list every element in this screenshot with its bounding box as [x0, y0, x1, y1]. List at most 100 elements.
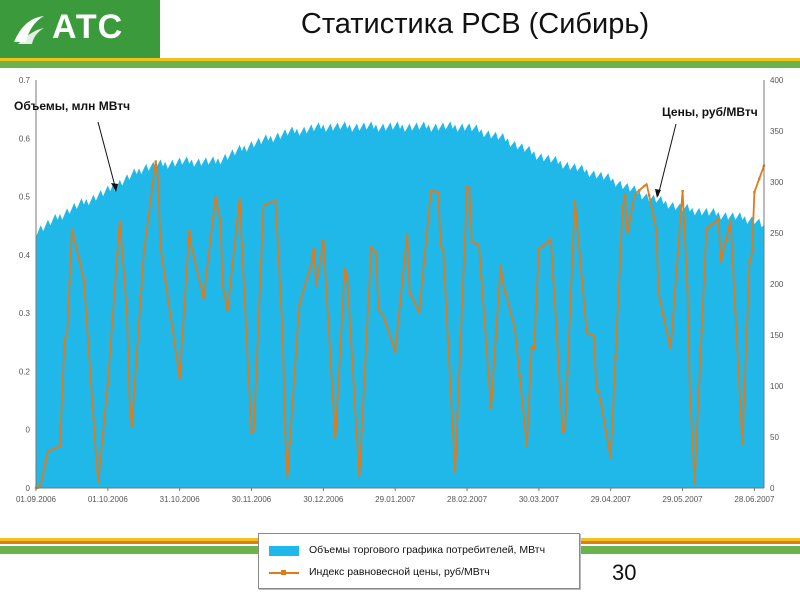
price-point [92, 417, 95, 420]
price-point [738, 399, 742, 402]
price-point [561, 431, 564, 435]
price-point [221, 284, 224, 288]
price-point [331, 398, 335, 401]
price-point [197, 276, 200, 280]
x-tick-label: 01.09.2006 [16, 495, 57, 504]
price-point [403, 256, 406, 259]
price-point [58, 445, 62, 448]
annotation-arrow-left-head [111, 183, 118, 192]
y-right-tick-label: 0 [770, 484, 775, 493]
y-left-tick-label: 0.3 [19, 309, 31, 318]
price-point [159, 246, 162, 249]
price-point [743, 382, 746, 386]
y-right-tick-label: 100 [770, 382, 784, 391]
price-point [164, 278, 167, 282]
price-point [135, 356, 138, 359]
price-point [154, 160, 157, 163]
price-point [695, 431, 699, 435]
price-point [82, 278, 86, 282]
price-point [274, 199, 277, 202]
price-point [585, 331, 588, 335]
price-point [657, 292, 660, 295]
x-tick-label: 28.06.2007 [734, 495, 775, 504]
annotation-volumes: Объемы, млн МВтч [14, 99, 130, 113]
price-point [173, 344, 177, 347]
price-point [600, 403, 603, 406]
price-point [116, 252, 119, 255]
page-number: 30 [612, 560, 637, 585]
price-point [566, 370, 569, 373]
price-point [231, 264, 234, 267]
legend-item-price: Индекс равновесной цены, руб/МВтч [259, 563, 579, 583]
price-point [667, 336, 670, 340]
price-point [298, 303, 301, 306]
price-point [322, 238, 325, 242]
price-point [451, 426, 454, 429]
price-point [437, 192, 440, 195]
price-point [724, 240, 727, 243]
y-left-tick-label: 0.6 [19, 134, 31, 143]
price-point [714, 219, 718, 222]
legend-swatch-price [269, 570, 299, 575]
legend-item-volume: Объемы торгового графика потребителей, М… [259, 541, 579, 561]
x-tick-label: 29.05.2007 [663, 495, 704, 504]
price-point [279, 288, 282, 292]
price-point [547, 240, 550, 243]
price-point [456, 414, 459, 417]
price-point [734, 309, 737, 312]
price-point [576, 225, 579, 229]
price-point [188, 229, 191, 233]
price-point [504, 291, 507, 294]
price-point [542, 244, 545, 247]
price-point [552, 276, 555, 280]
price-point [39, 483, 42, 487]
y-left-tick-label: 0.4 [19, 251, 31, 260]
price-point [264, 203, 268, 206]
y-right-tick-label: 400 [770, 76, 784, 85]
price-point [145, 233, 148, 237]
y-right-tick-label: 250 [770, 229, 784, 238]
y-right-tick-label: 150 [770, 331, 784, 340]
price-point [327, 318, 330, 321]
price-point [192, 256, 196, 259]
price-point [140, 286, 143, 290]
price-point [346, 276, 349, 280]
price-point [628, 219, 632, 222]
price-point [236, 219, 239, 222]
y-left-tick-label: 0 [26, 426, 31, 435]
price-point [609, 456, 612, 459]
price-point [532, 348, 536, 351]
y-axis-left-labels: 0 0 0.2 0.3 0.4 0.5 0.6 0.7 [19, 76, 31, 493]
price-point [604, 429, 608, 433]
price-point [283, 431, 287, 435]
price-point [365, 337, 368, 341]
price-point [509, 309, 512, 312]
chart: 0 0 0.2 0.3 0.4 0.5 0.6 0.7 0 50 100 150 200 250 300 3… [0, 68, 800, 538]
price-point [518, 374, 521, 377]
price-point [671, 316, 675, 319]
price-point [389, 335, 392, 339]
price-point [398, 303, 402, 306]
y-right-tick-label: 350 [770, 127, 784, 136]
price-point [384, 321, 387, 324]
chart-legend: Объемы торгового графика потребителей, М… [258, 533, 580, 589]
price-point [87, 348, 90, 351]
price-point [303, 286, 306, 290]
price-point [125, 311, 129, 314]
price-point [360, 429, 363, 433]
price-point [183, 303, 186, 306]
price-point [595, 388, 598, 392]
price-point [226, 309, 229, 312]
x-tick-label: 30.12.2006 [303, 495, 344, 504]
price-point [394, 350, 397, 353]
y-left-tick-label: 0.2 [19, 367, 31, 376]
price-point [207, 256, 210, 259]
price-point [54, 447, 57, 450]
annotation-arrow-right-head [655, 189, 661, 198]
price-point [77, 258, 81, 261]
logo-mark-icon [14, 16, 44, 44]
x-tick-label: 01.10.2006 [88, 495, 129, 504]
price-point [422, 262, 426, 265]
price-point [537, 248, 541, 251]
price-point [480, 276, 483, 280]
